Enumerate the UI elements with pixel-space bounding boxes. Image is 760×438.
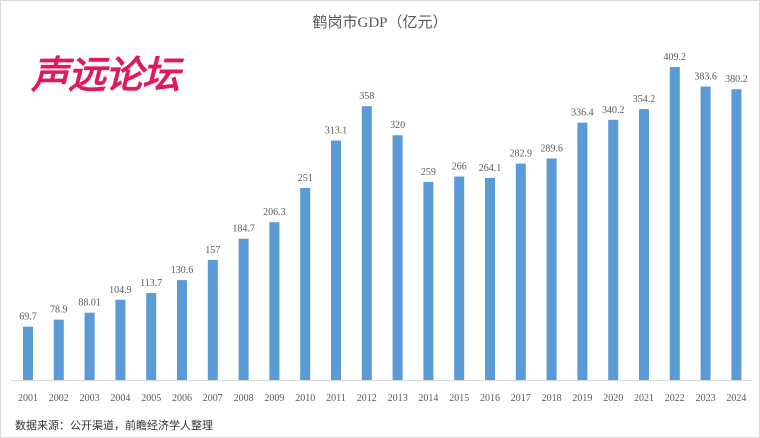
data-label: 259 <box>421 167 436 178</box>
watermark-logo: 声远论坛 <box>31 53 180 97</box>
x-tick-label: 2022 <box>665 393 685 404</box>
data-label: 130.6 <box>171 265 194 276</box>
bar <box>577 122 588 380</box>
data-label: 313.1 <box>325 126 348 137</box>
x-tick-label: 2018 <box>542 393 562 404</box>
data-label: 354.2 <box>633 94 656 105</box>
data-label: 104.9 <box>109 285 132 296</box>
x-tick-label: 2005 <box>141 393 161 404</box>
x-tick-label: 2002 <box>49 393 69 404</box>
bar <box>454 176 465 380</box>
data-label: 264.1 <box>479 163 502 174</box>
bar <box>515 163 526 380</box>
data-label: 409.2 <box>664 52 687 63</box>
x-tick-label: 2008 <box>234 393 254 404</box>
bar <box>423 181 434 380</box>
bar <box>238 238 249 380</box>
chart-title: 鹤岗市GDP（亿元） <box>312 15 448 31</box>
bar <box>485 177 495 380</box>
bar <box>608 119 619 380</box>
data-label: 383.6 <box>694 72 717 83</box>
x-tick-label: 2024 <box>726 393 746 404</box>
source-note: 数据来源：公开渠道，前瞻经济学人整理 <box>15 419 213 432</box>
data-label: 380.2 <box>725 74 748 85</box>
data-label: 78.9 <box>50 305 68 316</box>
data-label: 206.3 <box>263 207 286 218</box>
bar <box>731 89 742 380</box>
bar <box>669 67 680 380</box>
data-label: 336.4 <box>571 108 594 119</box>
data-label: 266 <box>452 162 467 173</box>
x-tick-label: 2006 <box>172 393 192 404</box>
bar <box>639 109 649 381</box>
bar <box>392 135 403 380</box>
data-label: 289.6 <box>540 143 563 154</box>
x-tick-label: 2011 <box>326 393 346 404</box>
bar <box>53 319 64 380</box>
data-label: 320 <box>390 120 405 131</box>
x-tick-label: 2015 <box>449 393 469 404</box>
bar <box>361 106 372 381</box>
x-tick-label: 2003 <box>80 393 100 404</box>
x-tick-label: 2019 <box>572 393 592 404</box>
bar <box>23 326 33 380</box>
data-label: 69.7 <box>19 312 37 323</box>
bar <box>146 293 157 380</box>
x-tick-label: 2017 <box>511 393 531 404</box>
x-tick-label: 2007 <box>203 393 223 404</box>
data-label: 251 <box>298 173 313 184</box>
data-label: 358 <box>359 91 374 102</box>
bar <box>115 299 126 380</box>
bar <box>207 259 218 380</box>
bar <box>546 158 557 380</box>
x-tick-label: 2012 <box>357 393 377 404</box>
data-label: 340.2 <box>602 105 625 116</box>
x-tick-label: 2016 <box>480 393 500 404</box>
x-tick-label: 2020 <box>603 393 623 404</box>
data-label: 282.9 <box>510 149 533 160</box>
x-tick-label: 2001 <box>18 393 38 404</box>
data-label: 157 <box>205 245 220 256</box>
x-tick-label: 2004 <box>110 393 130 404</box>
x-tick-label: 2010 <box>295 393 315 404</box>
bar <box>331 140 341 380</box>
x-tick-label: 2013 <box>388 393 408 404</box>
data-label: 113.7 <box>140 278 162 289</box>
x-tick-label: 2014 <box>418 393 438 404</box>
bar <box>700 86 711 381</box>
bar <box>269 222 280 380</box>
x-tick-label: 2021 <box>634 393 654 404</box>
x-tick-label: 2009 <box>264 393 284 404</box>
data-label: 184.7 <box>232 224 255 235</box>
bar <box>84 312 95 380</box>
x-tick-label: 2023 <box>696 393 716 404</box>
bar <box>177 280 187 380</box>
bar <box>300 188 311 380</box>
data-label: 88.01 <box>78 298 101 309</box>
